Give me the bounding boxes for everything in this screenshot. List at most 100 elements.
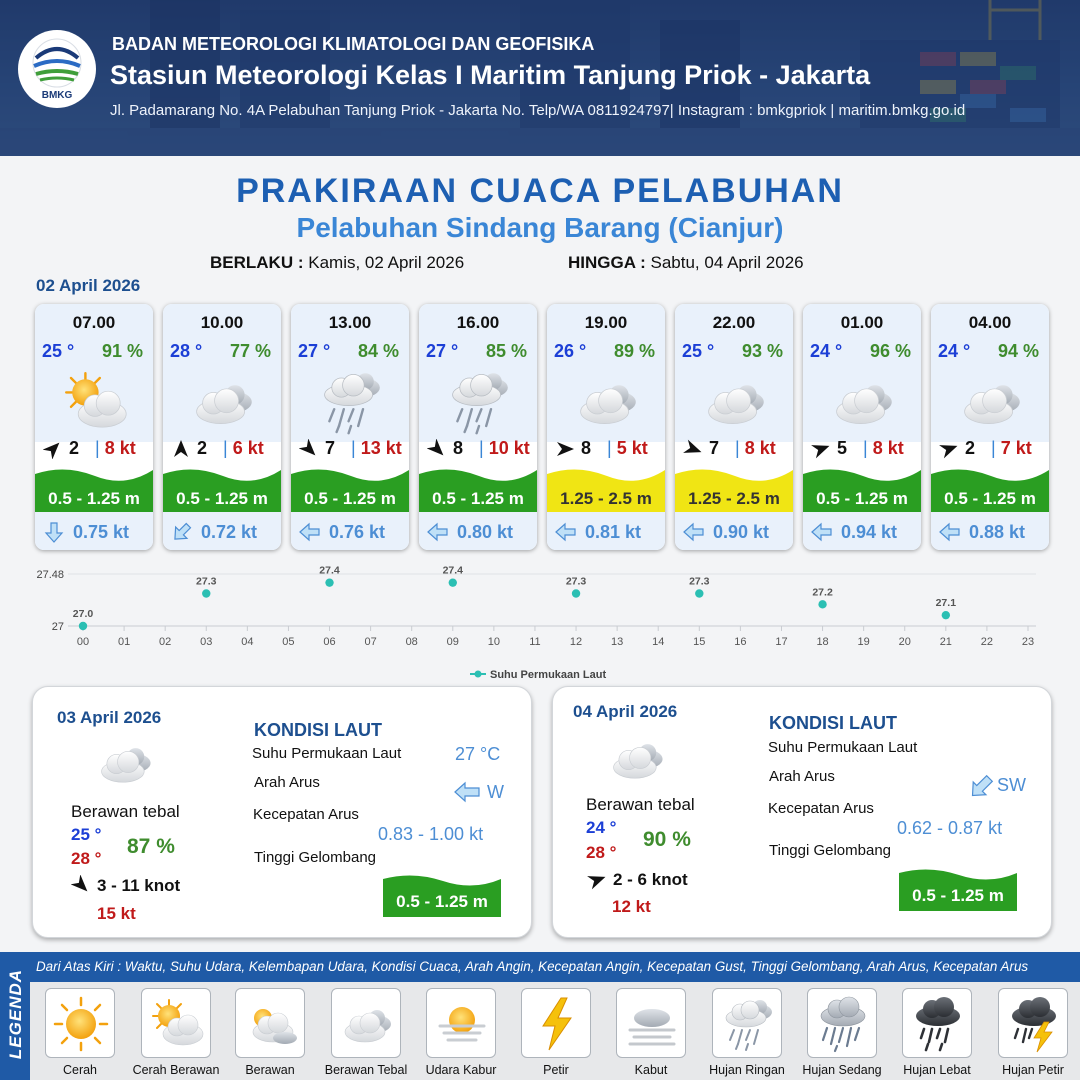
card-wave-height: 0.5 - 1.25 m <box>176 489 268 508</box>
day-wind: 3 - 11 knot <box>97 876 181 895</box>
card-wind: 8 | 10 kt <box>419 436 537 460</box>
x-tick-label: 02 <box>159 636 171 648</box>
card-wind-gust: | 7 kt <box>991 438 1032 458</box>
day-gust: 15 kt <box>97 904 136 923</box>
sst-value: 27 °C <box>455 744 501 764</box>
header-overlay <box>0 0 1080 156</box>
card-wind-speed: 2 <box>69 438 80 458</box>
card-wind-gust: | 8 kt <box>863 438 904 458</box>
x-tick-label: 17 <box>775 636 787 648</box>
card-time: 19.00 <box>584 313 628 332</box>
current-speed-value: 0.62 - 0.87 kt <box>897 818 1003 838</box>
forecast-card: 22.00 25 ° 93 % 7 | 8 kt 1.25 - 2.5 m 0.90 kt <box>675 304 793 550</box>
card-wind: 5 | 8 kt <box>803 436 921 460</box>
kabut-icon <box>622 994 682 1054</box>
legend-item-label: Berawan <box>245 1063 295 1077</box>
data-label: 27.3 <box>566 576 587 588</box>
forecast-date: 02 April 2026 <box>36 276 141 295</box>
card-current: 0.80 kt <box>419 512 537 550</box>
berawan-tebal-icon <box>93 731 157 795</box>
card-wind-gust: | 10 kt <box>479 438 530 458</box>
x-tick-label: 07 <box>364 636 376 648</box>
berawan-tebal-icon <box>337 994 397 1054</box>
valid-from-value: Kamis, 02 April 2026 <box>308 253 465 272</box>
wave-value: 0.5 - 1.25 m <box>396 892 488 911</box>
data-point <box>818 600 827 609</box>
day-condition: Berawan tebal <box>586 795 695 814</box>
forecast-card: 16.00 27 ° 85 % 8 | 10 kt 0.5 - 1.25 m 0.80 kt <box>419 304 537 550</box>
card-temperature: 24 ° <box>810 341 843 361</box>
x-tick-label: 13 <box>611 636 623 648</box>
card-temperature: 27 ° <box>298 341 331 361</box>
x-tick-label: 08 <box>406 636 418 648</box>
x-tick-label: 03 <box>200 636 212 648</box>
sst-label: Suhu Permukaan Laut <box>252 745 402 762</box>
valid-from-label: BERLAKU : <box>210 253 304 272</box>
day-temp-min: 24 ° <box>586 818 617 837</box>
x-tick-label: 11 <box>529 636 540 648</box>
agency-name: BADAN METEOROLOGI KLIMATOLOGI DAN GEOFIS… <box>112 34 595 54</box>
x-tick-label: 22 <box>981 636 993 648</box>
card-humidity: 91 % <box>101 341 143 361</box>
card-current-speed: 0.94 kt <box>841 522 898 542</box>
data-point <box>78 621 88 631</box>
legend-item <box>712 988 782 1058</box>
berawan-icon <box>241 994 301 1054</box>
card-current-speed: 0.72 kt <box>201 522 258 542</box>
card-current: 0.76 kt <box>291 512 409 550</box>
data-label: 27.0 <box>73 608 94 620</box>
day-date: 04 April 2026 <box>573 702 678 721</box>
card-time: 01.00 <box>840 313 884 332</box>
card-wave-shape <box>803 469 921 512</box>
wind-arrow-icon <box>683 439 702 453</box>
x-tick-label: 20 <box>899 636 911 648</box>
valid-from: BERLAKU : Kamis, 02 April 2026 <box>210 253 464 273</box>
x-tick-label: 09 <box>447 636 459 648</box>
legend-item <box>521 988 591 1058</box>
x-tick-label: 18 <box>816 636 828 648</box>
wind-arrow-icon <box>299 439 316 456</box>
legend-item-label: Udara Kabur <box>425 1063 497 1077</box>
card-temperature: 25 ° <box>682 341 715 361</box>
cerah-berawan-icon <box>59 366 131 438</box>
data-point <box>571 589 581 598</box>
current-dir-value: SW <box>997 775 1026 795</box>
wind-arrow-icon <box>811 445 830 459</box>
day-temp-max: 28 ° <box>586 843 617 862</box>
current-arrow-icon <box>299 522 320 542</box>
current-arrow-icon <box>44 522 64 543</box>
card-time: 07.00 <box>72 313 116 332</box>
forecast-card: 19.00 26 ° 89 % 8 | 5 kt 1.25 - 2.5 m 0.81 kt <box>547 304 665 550</box>
card-current-speed: 0.76 kt <box>329 522 386 542</box>
card-wave-height: 0.5 - 1.25 m <box>48 489 140 508</box>
card-wind: 7 | 8 kt <box>675 436 793 460</box>
legend-item-label: Cerah Berawan <box>132 1063 220 1077</box>
cerah-icon <box>51 994 111 1054</box>
card-time: 10.00 <box>200 313 244 332</box>
legend-item-label: Kabut <box>634 1063 668 1077</box>
wind-arrow-icon <box>557 442 574 456</box>
x-tick-label: 04 <box>241 636 253 648</box>
valid-to-label: HINGGA : <box>568 253 646 272</box>
y-tick-label: 27 <box>52 621 64 633</box>
wave-shape <box>383 875 501 917</box>
data-point <box>448 578 457 587</box>
bmkg-logo: BMKG <box>18 30 96 108</box>
card-wind-speed: 8 <box>581 438 592 458</box>
forecast-card: 07.00 25 ° 91 % 2 | 8 kt 0.5 - 1.25 m 0.75 kt <box>35 304 153 550</box>
wave-shape <box>899 869 1017 911</box>
card-wind-gust: | 13 kt <box>351 438 402 458</box>
x-tick-label: 16 <box>734 636 746 648</box>
berawan-tebal-icon <box>955 366 1027 438</box>
legend-title: LEGENDA <box>6 968 25 1060</box>
x-tick-label: 01 <box>118 636 130 648</box>
card-wind-gust: | 6 kt <box>223 438 264 458</box>
card-time: 04.00 <box>968 313 1012 332</box>
x-tick-label: 23 <box>1022 636 1034 648</box>
legend-label: Suhu Permukaan Laut <box>490 669 606 681</box>
card-temperature: 28 ° <box>170 341 203 361</box>
card-time: 13.00 <box>328 313 372 332</box>
sea-title: KONDISI LAUT <box>254 720 382 740</box>
station-name: Stasiun Meteorologi Kelas I Maritim Tanj… <box>110 60 871 90</box>
x-tick-label: 12 <box>570 636 582 648</box>
